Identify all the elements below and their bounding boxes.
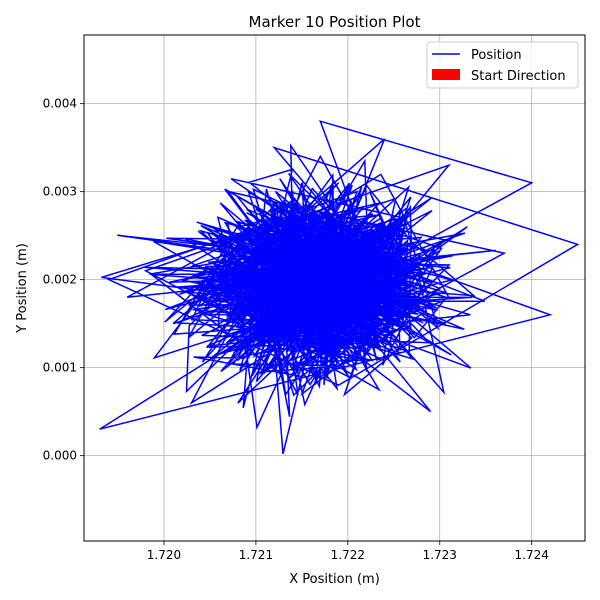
x-tick-label: 1.721 [239,548,273,562]
y-tick-label: 0.004 [43,97,77,111]
y-tick-label: 0.001 [43,361,77,375]
position-line [101,143,496,455]
series-layer [99,120,580,455]
y-tick-label: 0.002 [43,273,77,287]
y-tick-label: 0.000 [43,449,77,463]
legend-label-start-direction: Start Direction [471,69,566,84]
y-axis-ticks: 0.000 0.001 0.002 0.003 0.004 [43,97,84,463]
x-axis-ticks: 1.720 1.721 1.722 1.723 1.724 [147,541,549,562]
legend: Position Start Direction [426,41,579,89]
legend-label-position: Position [471,48,522,63]
y-axis-label: Y Position (m) [15,243,30,334]
plot-frame [83,34,586,542]
y-tick-label: 0.003 [43,185,77,199]
legend-box [426,41,579,89]
x-tick-label: 1.723 [423,548,457,562]
x-tick-label: 1.720 [147,548,181,562]
x-axis-label: X Position (m) [289,572,380,587]
chart-title: Marker 10 Position Plot [249,13,421,31]
x-tick-label: 1.724 [515,548,549,562]
x-tick-label: 1.722 [331,548,365,562]
legend-swatch-start-direction [432,69,460,80]
